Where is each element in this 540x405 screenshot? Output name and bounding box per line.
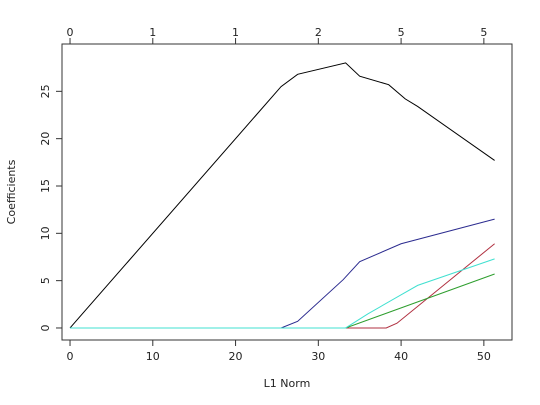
y-axis-title: Coefficients (5, 159, 18, 224)
x-tick-label: 20 (229, 350, 243, 363)
top-tick-label: 2 (315, 26, 322, 39)
top-tick-label: 5 (398, 26, 405, 39)
y-tick-label: 5 (39, 277, 52, 284)
y-tick-label: 20 (39, 132, 52, 146)
plot-box (61, 43, 513, 341)
coefficient-path (70, 258, 495, 329)
x-tick-label: 10 (146, 350, 160, 363)
coefficient-path (70, 243, 495, 329)
coefficient-path (70, 218, 495, 329)
y-tick-label: 10 (39, 226, 52, 240)
x-axis-title: L1 Norm (264, 377, 311, 390)
top-tick-label: 0 (67, 26, 74, 39)
x-tick-label: 40 (394, 350, 408, 363)
top-tick-label: 5 (480, 26, 487, 39)
y-tick-label: 25 (39, 84, 52, 98)
top-tick-label: 1 (149, 26, 156, 39)
y-tick-label: 0 (39, 324, 52, 331)
y-tick-label: 15 (39, 179, 52, 193)
top-tick-label: 1 (232, 26, 239, 39)
x-tick-label: 50 (477, 350, 491, 363)
coefficient-path (70, 273, 495, 329)
coefficient-path (69, 62, 495, 329)
x-tick-label: 30 (311, 350, 325, 363)
x-tick-label: 0 (67, 350, 74, 363)
